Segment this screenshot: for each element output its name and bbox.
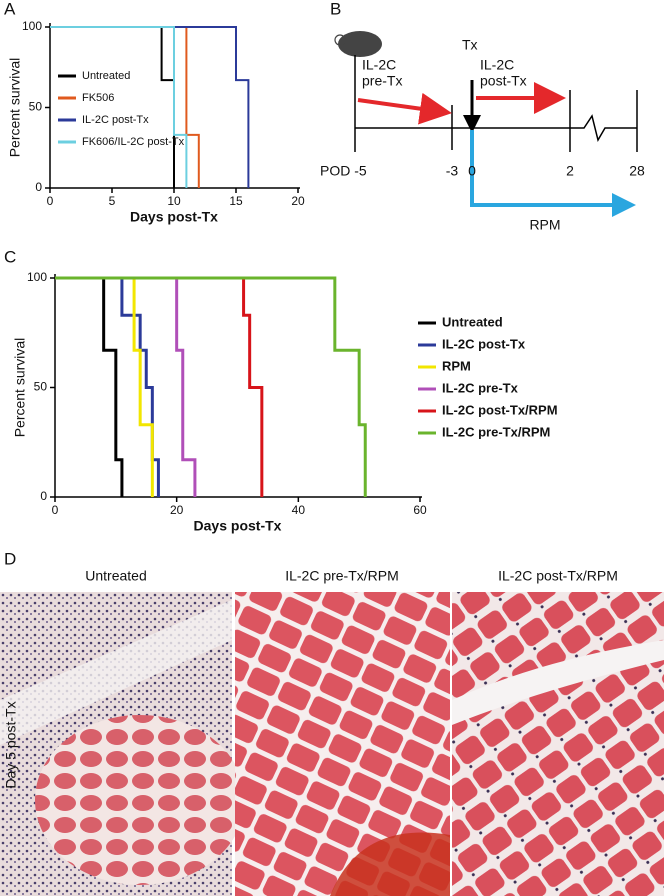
pre-arrow <box>357 92 452 125</box>
timepoint: POD -5 <box>320 163 367 179</box>
y-tick-label: 50 <box>29 100 43 114</box>
label: RPM <box>529 217 560 233</box>
legend-label: IL-2C post-Tx/RPM <box>442 402 558 417</box>
timepoint: 28 <box>629 163 645 179</box>
panel-letter: B <box>330 0 341 18</box>
x-axis-label: Days post-Tx <box>194 518 282 534</box>
legend-label: Untreated <box>82 70 130 82</box>
timeline-diagram: IL-2C pre-Tx Tx IL-2C post-Tx POD -5 -3 … <box>320 31 645 233</box>
legend-label: RPM <box>442 358 471 373</box>
survival-curve <box>50 26 250 188</box>
y-tick-label: 100 <box>22 19 42 33</box>
legend-label: IL-2C pre-Tx <box>442 380 519 395</box>
legend-label: FK506 <box>82 92 114 104</box>
rpm-arrow <box>470 130 636 217</box>
label: Tx <box>462 37 478 53</box>
survival-curve <box>50 26 175 188</box>
panel-letter: A <box>4 0 16 18</box>
tissue-gap <box>452 640 664 725</box>
x-tick-label: 20 <box>170 503 184 517</box>
legend-label: FK606/IL-2C post-Tx <box>82 136 185 148</box>
y-axis-label: Percent survival <box>7 58 23 158</box>
muscle-region <box>35 715 245 885</box>
y-tick-label: 0 <box>40 489 47 503</box>
x-tick-label: 5 <box>109 194 116 208</box>
x-tick-label: 60 <box>413 503 427 517</box>
micrograph-title: IL-2C post-Tx/RPM <box>498 568 618 584</box>
legend-label: IL-2C pre-Tx/RPM <box>442 424 550 439</box>
survival-curve <box>55 276 197 497</box>
axis-break <box>570 114 637 142</box>
x-tick-label: 0 <box>47 194 54 208</box>
survival-curve <box>55 276 160 497</box>
x-tick-label: 40 <box>292 503 306 517</box>
y-tick-label: 0 <box>35 180 42 194</box>
mouse-icon <box>338 31 382 57</box>
survival-curve <box>50 26 200 188</box>
survival-curve <box>50 26 188 188</box>
axis <box>54 274 422 498</box>
y-axis-label: Percent survival <box>12 338 28 438</box>
legend-label: IL-2C post-Tx <box>82 114 149 126</box>
label: IL-2C <box>362 57 396 73</box>
timepoint: -3 <box>446 163 459 179</box>
mouse-ear <box>334 34 346 46</box>
x-tick-label: 10 <box>167 194 181 208</box>
micrograph <box>452 592 664 896</box>
label: post-Tx <box>480 73 527 89</box>
y-tick-label: 100 <box>27 270 47 284</box>
vessel <box>330 832 450 896</box>
row-label: Day 5 post-Tx <box>3 701 19 788</box>
micrograph-title: IL-2C pre-Tx/RPM <box>285 568 399 584</box>
tissue-gap <box>0 600 232 745</box>
legend-label: Untreated <box>442 314 503 329</box>
panel-letter: D <box>4 549 16 568</box>
panel-letter: C <box>4 247 16 266</box>
timepoint: 2 <box>566 163 574 179</box>
y-tick-label: 50 <box>34 380 48 394</box>
label: pre-Tx <box>362 73 402 89</box>
micrograph-title: Untreated <box>85 568 146 584</box>
survival-curve <box>55 276 367 497</box>
x-tick-label: 15 <box>229 194 243 208</box>
x-tick-label: 20 <box>291 194 305 208</box>
label: IL-2C <box>480 57 514 73</box>
legend-label: IL-2C post-Tx <box>442 336 526 351</box>
x-axis-label: Days post-Tx <box>130 209 218 225</box>
micrographs: Untreated IL-2C pre-Tx/RPM IL-2C post-Tx… <box>0 568 664 896</box>
survival-curve <box>55 276 124 497</box>
timepoint: 0 <box>468 163 476 179</box>
x-tick-label: 0 <box>52 503 59 517</box>
